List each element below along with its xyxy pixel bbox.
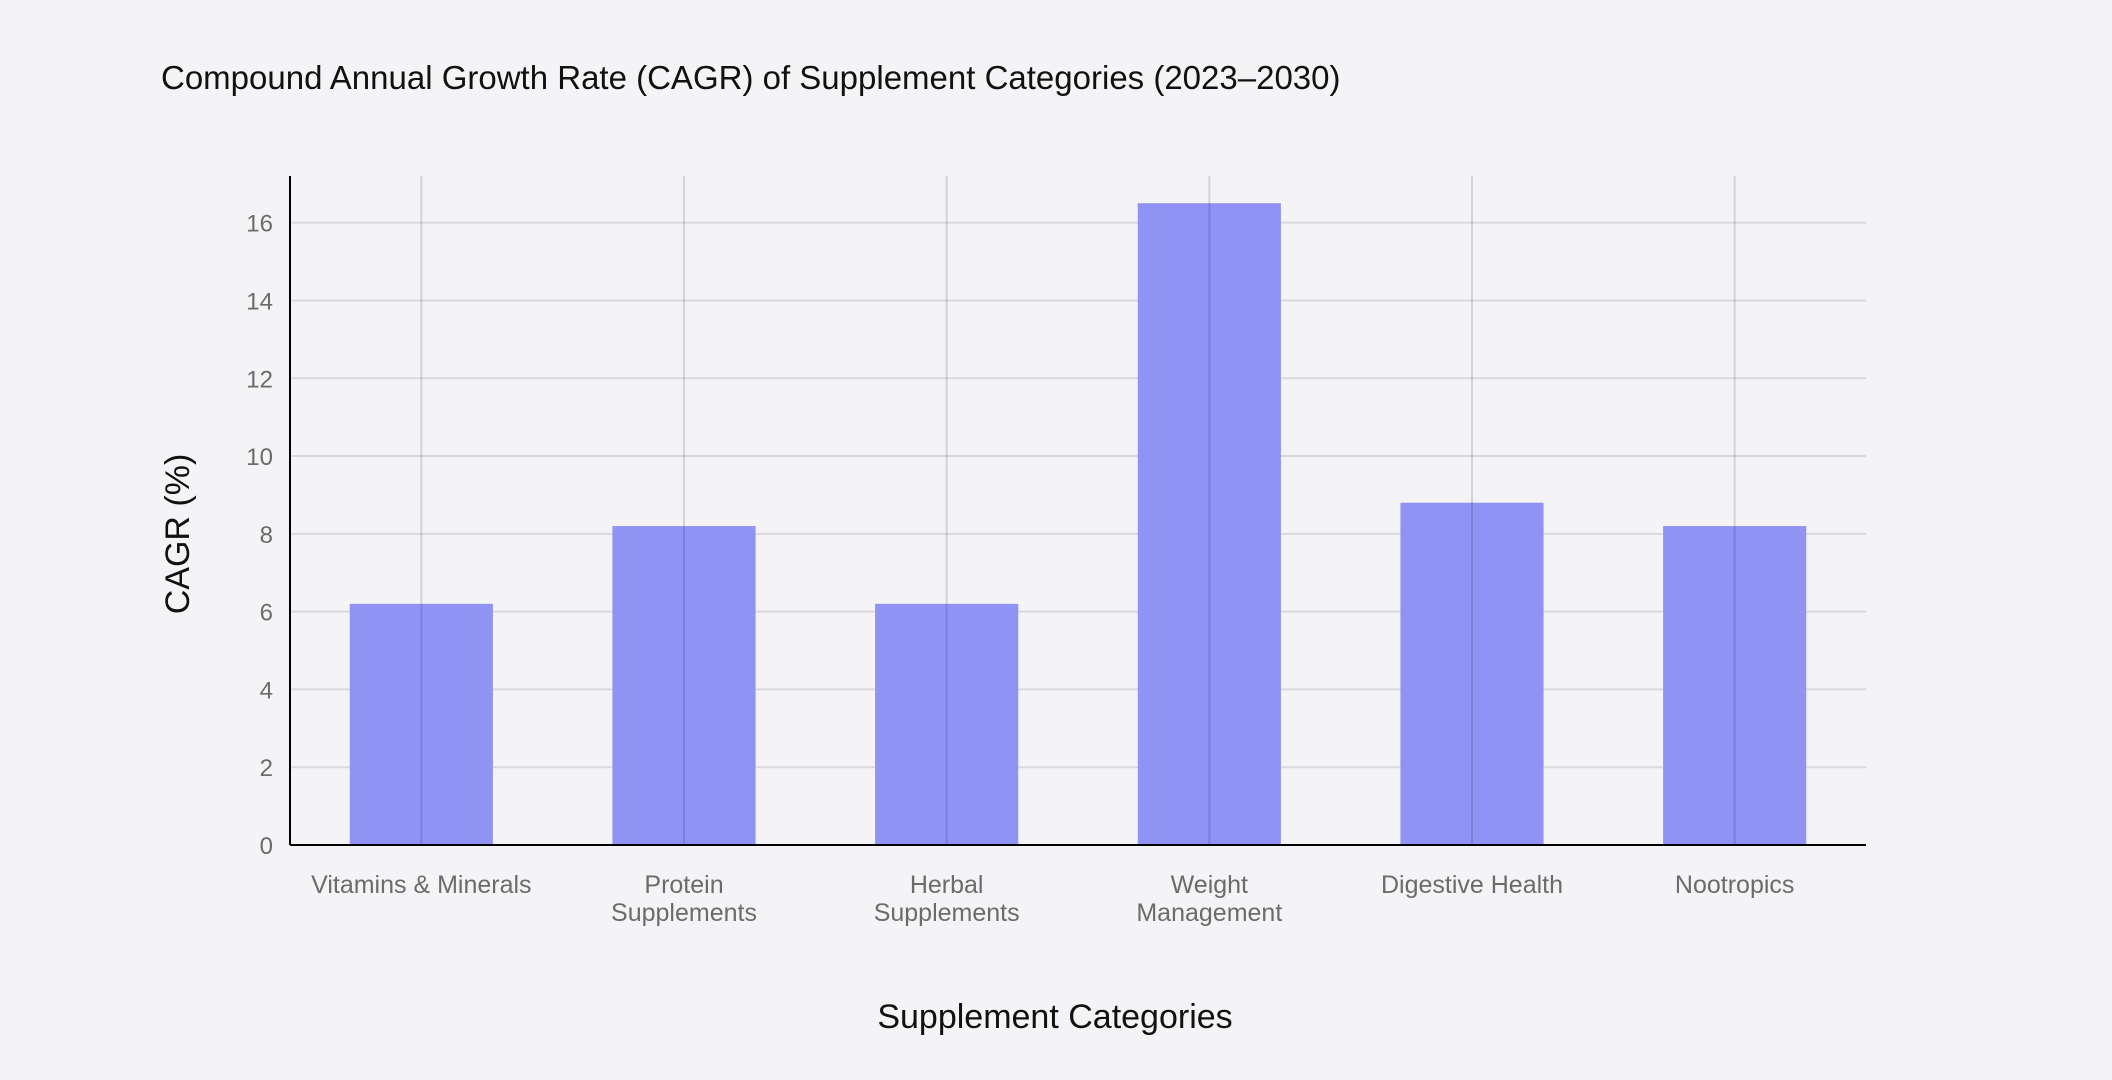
bar: [875, 603, 1019, 845]
bar: [1400, 502, 1544, 845]
x-tick-label: Digestive Health: [1381, 871, 1563, 899]
x-tick-label: Nootropics: [1675, 871, 1795, 899]
axes: [289, 176, 1866, 846]
bar: [1137, 203, 1281, 845]
bar: [612, 526, 756, 845]
y-tick-labels: 0 2 4 6 8 10 12 14 16: [246, 211, 273, 860]
y-axis-title: CAGR (%): [159, 454, 197, 615]
chart-title: Compound Annual Growth Rate (CAGR) of Su…: [161, 59, 1341, 96]
x-tick-label: Weight: [1171, 871, 1248, 899]
y-tick-label: 6: [260, 600, 273, 627]
vertical-grid: [420, 176, 1736, 845]
y-tick-label: 16: [246, 211, 273, 238]
x-tick-label: Protein: [644, 871, 723, 899]
bars: [349, 203, 1807, 845]
x-tick-label: Vitamins & Minerals: [311, 871, 531, 899]
grid: [290, 221, 1866, 769]
y-tick-label: 8: [260, 522, 273, 549]
bar: [349, 603, 493, 845]
x-tick-labels: Vitamins & Minerals ProteinSupplementsHer…: [311, 871, 1794, 927]
x-tick-label: Supplements: [611, 899, 757, 927]
y-tick-label: 10: [246, 444, 273, 471]
x-tick-label: Supplements: [874, 899, 1020, 927]
y-tick-label: 0: [260, 833, 273, 860]
x-axis-title: Supplement Categories: [877, 998, 1232, 1036]
bar: [1663, 526, 1807, 845]
y-tick-label: 4: [260, 677, 273, 704]
y-tick-label: 2: [260, 755, 273, 782]
x-tick-label: Management: [1136, 899, 1282, 927]
x-tick-label: Herbal: [910, 871, 984, 899]
y-tick-label: 12: [246, 366, 273, 393]
y-tick-label: 14: [246, 288, 273, 315]
